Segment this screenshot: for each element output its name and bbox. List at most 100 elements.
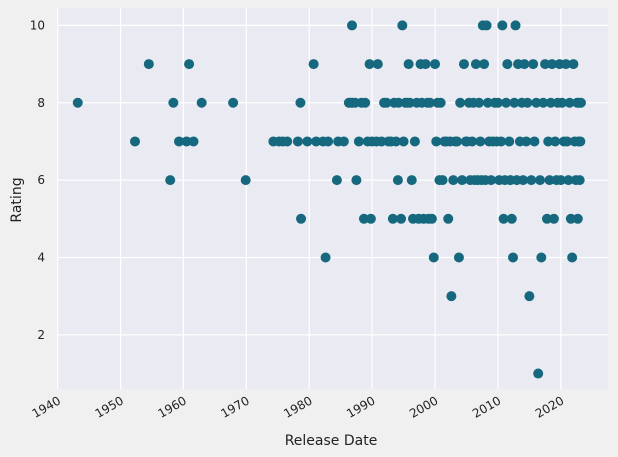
data-point — [562, 136, 573, 147]
plot-area — [57, 8, 608, 389]
data-point — [497, 20, 508, 31]
data-point — [437, 175, 448, 186]
data-point — [143, 59, 154, 70]
data-point — [387, 213, 398, 224]
data-point — [529, 136, 540, 147]
data-point — [481, 20, 492, 31]
data-point — [531, 97, 542, 108]
data-point — [372, 59, 383, 70]
data-point — [308, 59, 319, 70]
data-point — [544, 175, 555, 186]
data-point — [406, 175, 417, 186]
data-point — [129, 136, 140, 147]
data-point — [364, 59, 375, 70]
data-point — [526, 175, 537, 186]
data-point — [560, 59, 571, 70]
data-point — [431, 136, 442, 147]
data-point — [409, 136, 420, 147]
data-point — [565, 213, 576, 224]
y-tick-label: 6 — [37, 173, 45, 187]
data-point — [538, 97, 549, 108]
data-point — [521, 136, 532, 147]
data-point — [446, 291, 457, 302]
data-point — [184, 59, 195, 70]
data-point — [470, 59, 481, 70]
data-point — [498, 213, 509, 224]
data-point — [168, 97, 179, 108]
data-point — [555, 175, 566, 186]
data-point — [295, 97, 306, 108]
data-point — [403, 59, 414, 70]
data-point — [575, 97, 586, 108]
data-point — [563, 175, 574, 186]
data-point — [338, 136, 349, 147]
data-points — [72, 20, 586, 379]
data-point — [518, 175, 529, 186]
data-point — [72, 97, 83, 108]
data-point — [504, 136, 515, 147]
x-axis-label: Release Date — [285, 433, 378, 449]
data-point — [360, 97, 371, 108]
data-point — [540, 59, 551, 70]
data-point — [457, 175, 468, 186]
data-point — [543, 136, 554, 147]
data-point — [428, 252, 439, 263]
data-point — [458, 59, 469, 70]
data-point — [509, 97, 520, 108]
data-point — [550, 136, 561, 147]
data-point — [492, 97, 503, 108]
data-point — [381, 97, 392, 108]
y-tick-label: 2 — [37, 328, 45, 342]
y-axis-label: Rating — [9, 177, 25, 222]
data-point — [508, 252, 519, 263]
data-point — [346, 20, 357, 31]
data-point — [404, 97, 415, 108]
y-tick-label: 8 — [37, 96, 45, 110]
data-point — [302, 136, 313, 147]
data-point — [448, 175, 459, 186]
data-point — [455, 97, 466, 108]
data-point — [196, 97, 207, 108]
data-point — [574, 175, 585, 186]
data-point — [296, 213, 307, 224]
data-point — [568, 59, 579, 70]
data-point — [496, 136, 507, 147]
data-point — [398, 136, 409, 147]
data-point — [506, 213, 517, 224]
data-point — [435, 97, 446, 108]
y-tick-label: 10 — [30, 18, 45, 32]
data-point — [564, 97, 575, 108]
data-point — [567, 252, 578, 263]
data-point — [524, 291, 535, 302]
data-point — [572, 213, 583, 224]
data-point — [426, 213, 437, 224]
data-point — [535, 175, 546, 186]
data-point — [474, 97, 485, 108]
data-point — [528, 59, 539, 70]
data-point — [165, 175, 176, 186]
data-point — [575, 136, 586, 147]
data-point — [351, 175, 362, 186]
data-point — [320, 252, 331, 263]
data-point — [519, 59, 530, 70]
data-point — [533, 368, 544, 379]
data-point — [353, 136, 364, 147]
data-point — [331, 175, 342, 186]
data-point — [475, 136, 486, 147]
data-point — [443, 213, 454, 224]
data-point — [365, 213, 376, 224]
data-point — [486, 175, 497, 186]
data-point — [510, 20, 521, 31]
data-point — [482, 97, 493, 108]
data-point — [228, 97, 239, 108]
data-point — [420, 59, 431, 70]
data-point — [424, 97, 435, 108]
data-point — [181, 136, 192, 147]
data-point — [430, 59, 441, 70]
y-axis-ticks: 2 4 6 8 10 — [30, 18, 45, 341]
data-point — [323, 136, 334, 147]
data-point — [548, 213, 559, 224]
data-point — [467, 136, 478, 147]
data-point — [397, 20, 408, 31]
